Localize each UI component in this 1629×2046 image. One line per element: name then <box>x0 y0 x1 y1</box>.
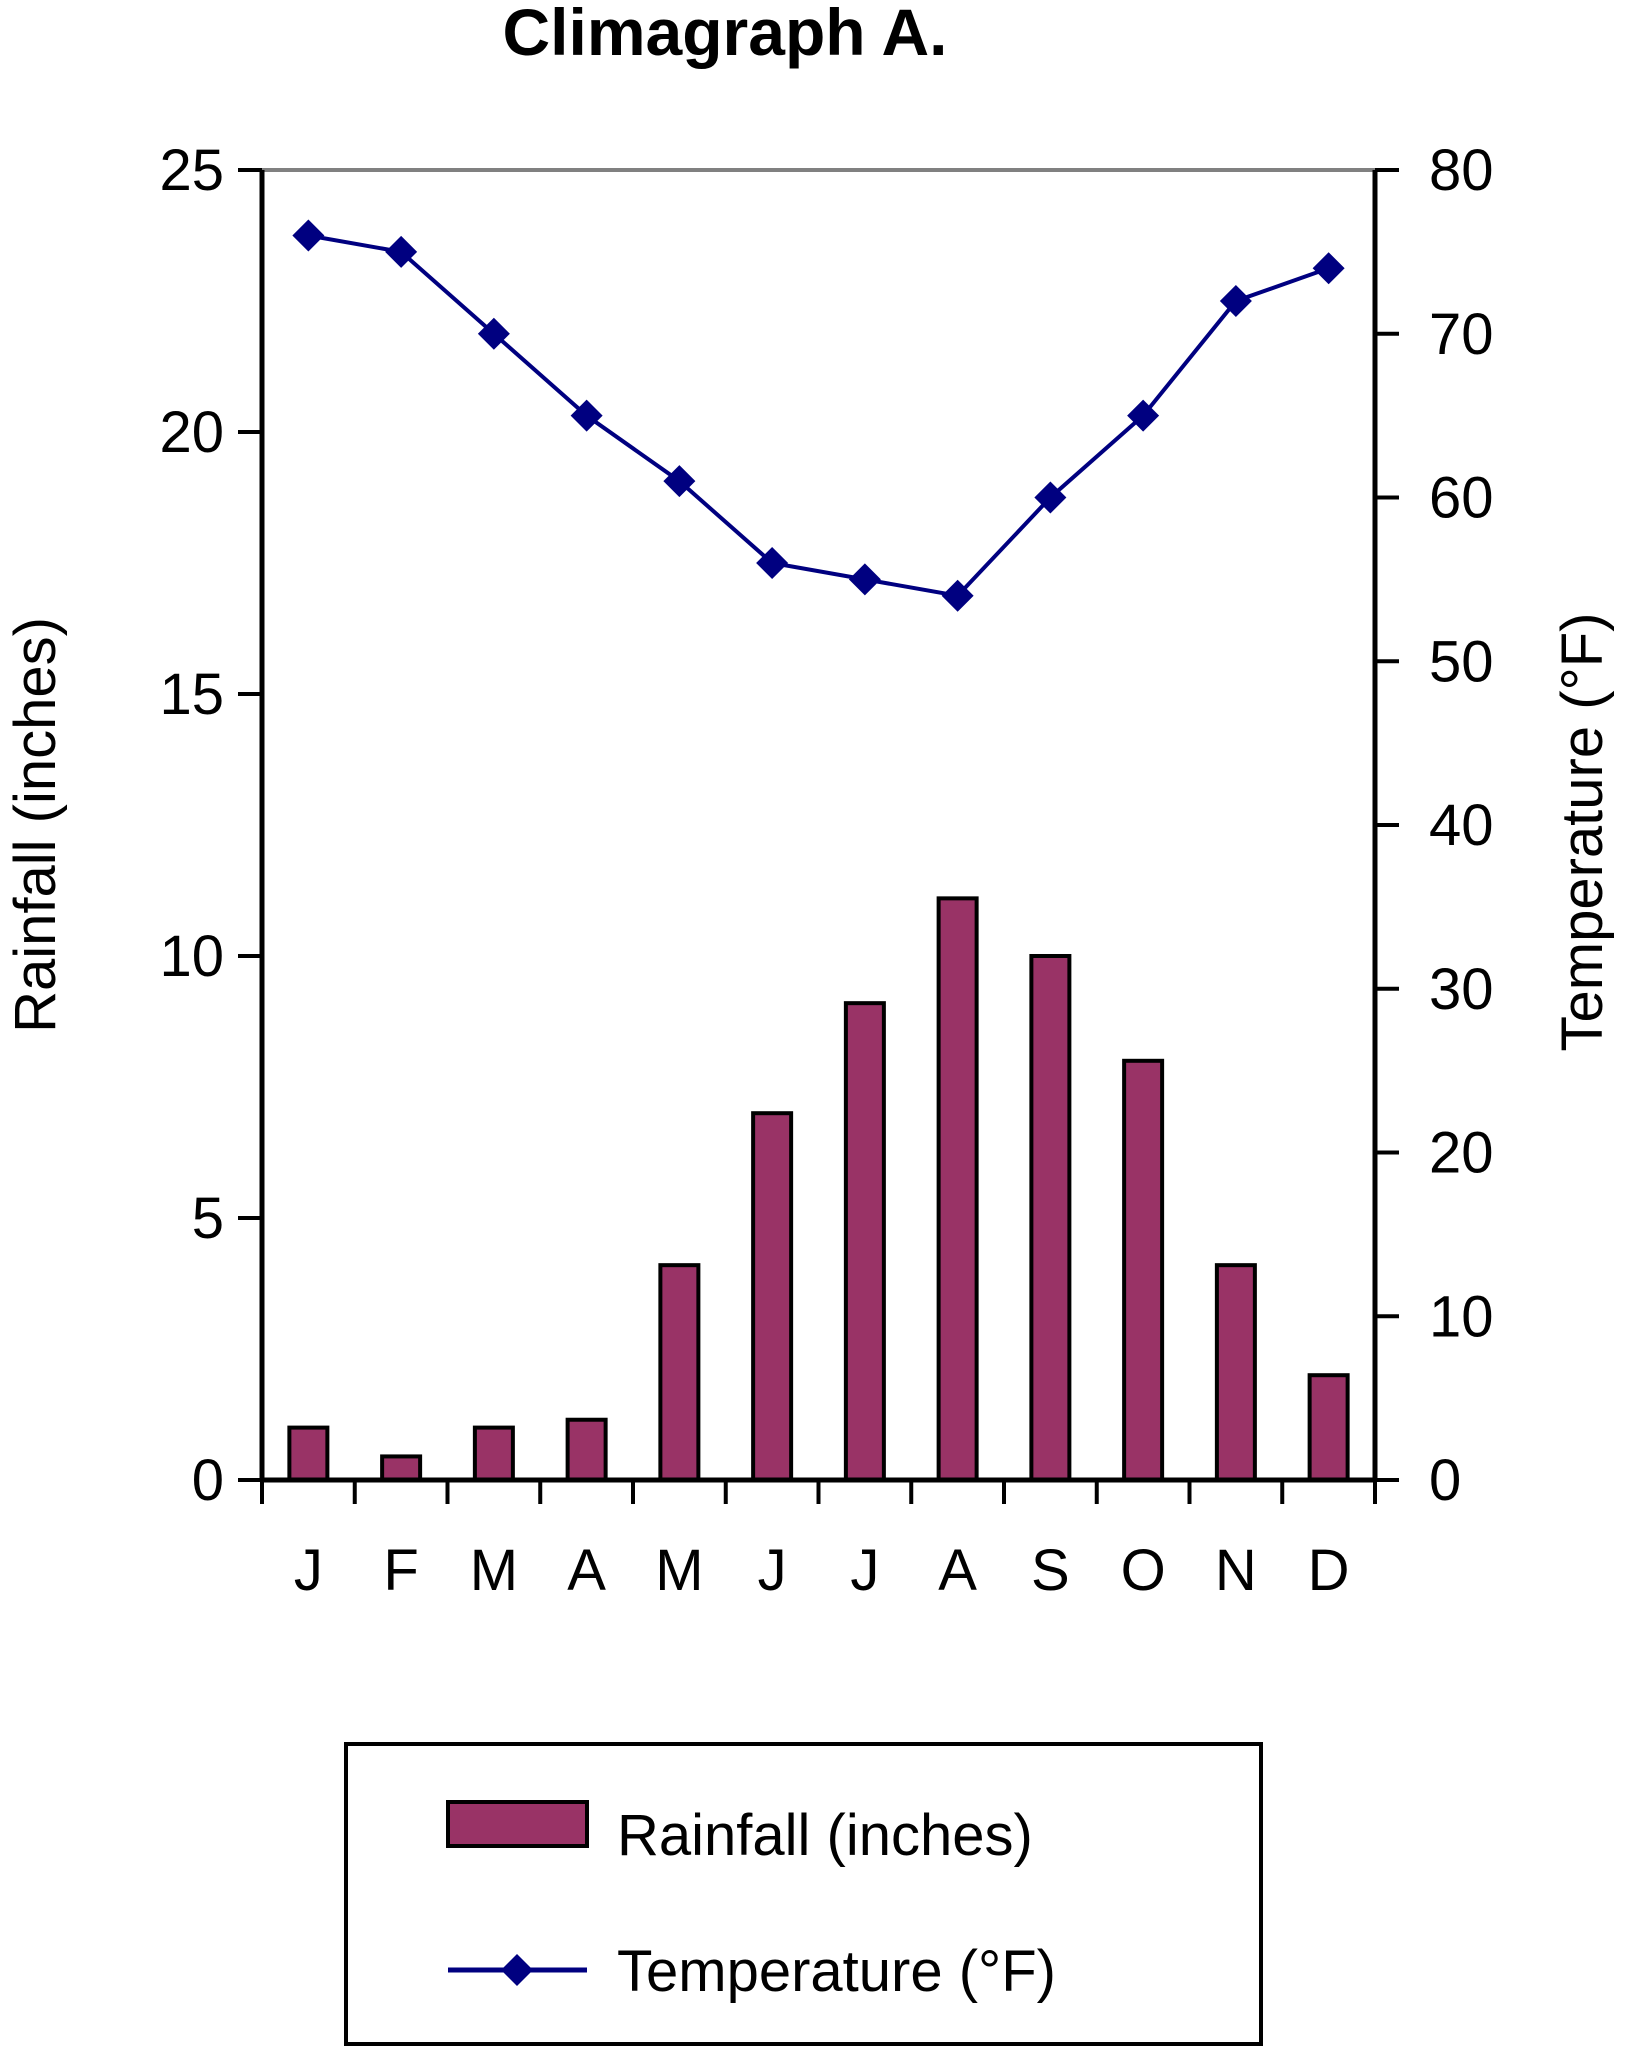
rainfall-bar <box>565 1417 608 1482</box>
temperature-point <box>477 317 510 350</box>
right-axis-tick-label: 60 <box>1429 466 1494 531</box>
rainfall-bar <box>472 1425 515 1482</box>
rainfall-bar <box>380 1454 423 1483</box>
temperature-point <box>848 563 881 596</box>
x-axis-tick-label: J <box>850 1538 879 1603</box>
left-axis-tick-label: 25 <box>159 138 224 203</box>
x-axis-tick-label: M <box>470 1538 518 1603</box>
left-axis-tick-label: 15 <box>159 662 224 727</box>
temperature-point <box>941 579 974 612</box>
temperature-point <box>1034 481 1067 514</box>
left-axis-tick-label: 20 <box>159 400 224 465</box>
x-axis-tick-label: A <box>567 1538 606 1603</box>
rainfall-bars <box>287 896 1350 1483</box>
rainfall-bar <box>1307 1373 1350 1482</box>
temperature-point <box>1127 399 1160 432</box>
rainfall-bar <box>1214 1263 1257 1483</box>
right-axis-tick-label: 10 <box>1429 1284 1494 1349</box>
x-axis-tick-label: A <box>938 1538 977 1603</box>
rainfall-bar <box>287 1425 330 1482</box>
legend-label-rainfall: Rainfall (inches) <box>617 1803 1033 1868</box>
right-axis-tick-label: 50 <box>1429 629 1494 694</box>
x-axis-tick-label: F <box>383 1538 418 1603</box>
temperature-point <box>292 219 325 252</box>
legend-box <box>344 1742 1263 2046</box>
temperature-polyline <box>308 233 1330 598</box>
temperature-point <box>756 547 789 579</box>
right-axis-tick-label: 20 <box>1429 1121 1494 1186</box>
left-axis-tick-label: 10 <box>159 924 224 989</box>
legend: Rainfall (inches) Temperature (°F) <box>344 1742 1263 2046</box>
rainfall-bar <box>658 1263 701 1483</box>
temperature-point <box>1312 252 1345 285</box>
legend-label-temperature: Temperature (°F) <box>617 1939 1056 2004</box>
rainfall-bar <box>843 1001 886 1482</box>
left-axis-tick-label: 0 <box>192 1448 224 1513</box>
right-axis-tick-label: 70 <box>1429 302 1494 367</box>
x-axis-tick-label: S <box>1031 1538 1070 1603</box>
temperature-point <box>570 399 603 432</box>
right-axis-tick-label: 80 <box>1429 138 1494 203</box>
rainfall-bar <box>1122 1058 1165 1483</box>
rainfall-bar <box>1029 954 1072 1482</box>
x-axis-tick-label: D <box>1308 1538 1350 1603</box>
chart-title: Climagraph A. <box>503 0 948 69</box>
temperature-point <box>663 465 696 498</box>
temperature-point <box>1219 285 1252 317</box>
y-axis-label: Rainfall (inches) <box>3 617 68 1033</box>
x-axis-tick-label: N <box>1215 1538 1257 1603</box>
left-axis: 0 5 10 15 20 25 <box>159 138 265 1513</box>
right-axis-tick-label: 40 <box>1429 793 1494 858</box>
temperature-point <box>385 235 418 268</box>
right-axis-tick-label: 30 <box>1429 957 1494 1022</box>
x-axis-tick-label: O <box>1121 1538 1166 1603</box>
rainfall-bar <box>936 896 979 1482</box>
legend-swatch-rainfall <box>446 1800 589 1848</box>
x-axis-tick-label: J <box>294 1538 323 1603</box>
right-axis: 0 10 20 30 40 50 60 70 80 <box>1372 138 1494 1513</box>
temperature-line <box>292 219 1345 612</box>
x-axis-tick-label: M <box>655 1538 703 1603</box>
y2-axis-label: Temperature (°F) <box>1550 613 1615 1052</box>
rainfall-bar <box>751 1111 794 1482</box>
right-axis-tick-label: 0 <box>1429 1448 1461 1513</box>
x-axis-tick-label: J <box>758 1538 787 1603</box>
left-axis-tick-label: 5 <box>192 1186 224 1251</box>
legend-marker-temperature <box>501 1954 533 1986</box>
